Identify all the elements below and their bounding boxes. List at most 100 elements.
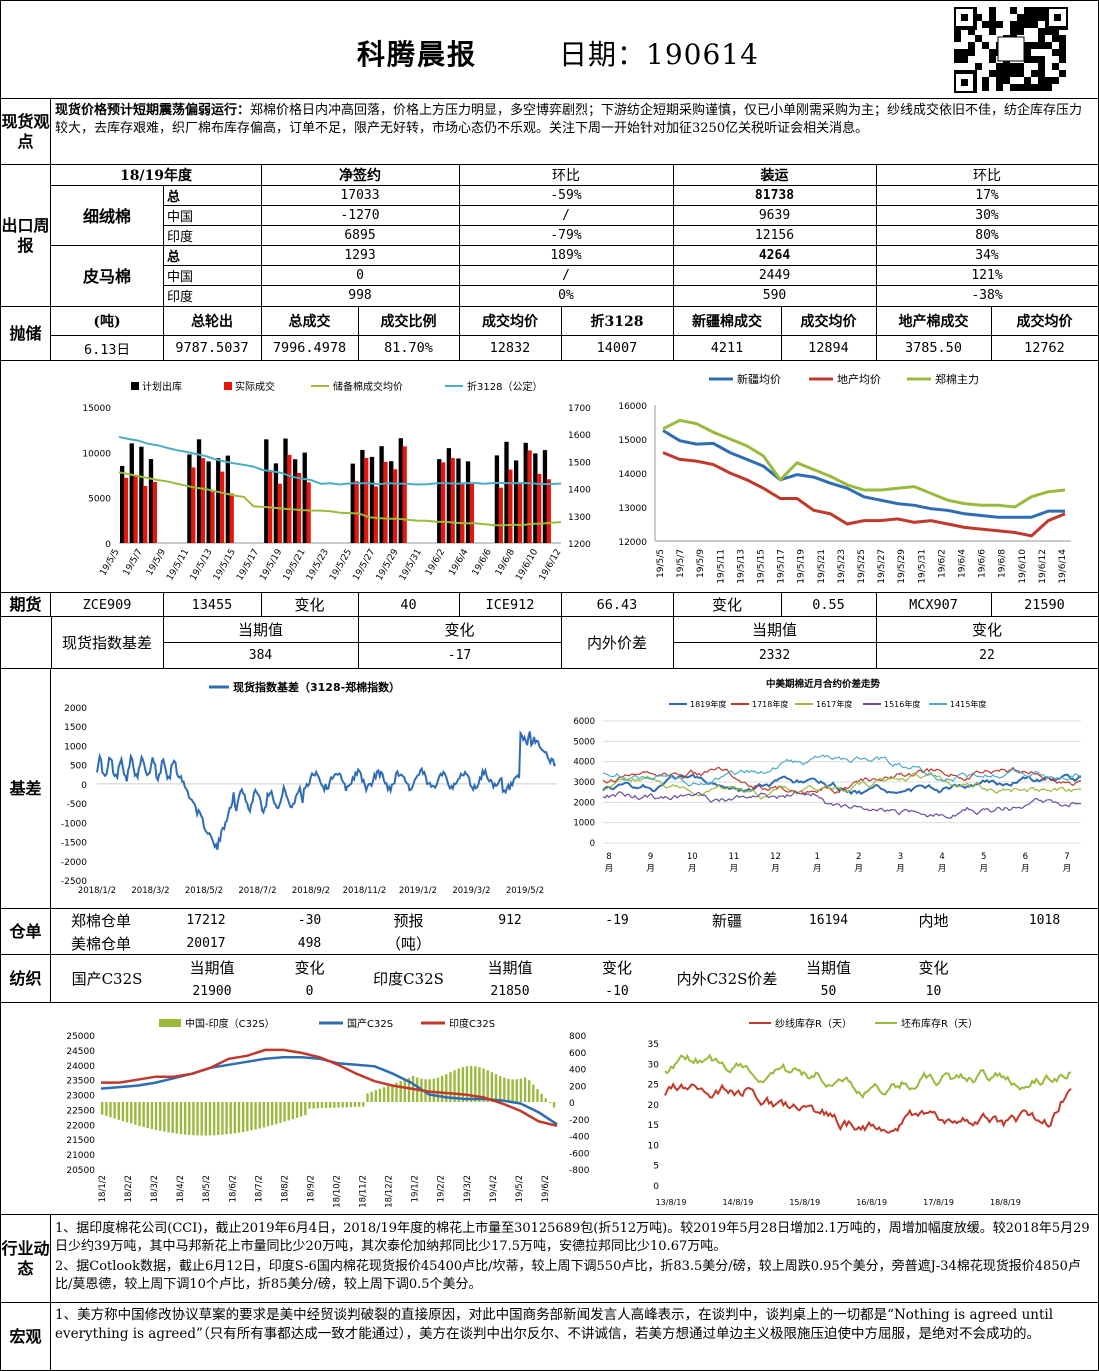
diff-bar [490,1072,494,1102]
diff-bar [196,1102,199,1136]
plan-bar [456,458,461,543]
y-tick: 35 [648,1040,659,1050]
x-unit: 月 [813,864,822,874]
diff-bar [229,1102,232,1134]
grid-line [261,307,262,360]
diff-bar [146,1102,149,1129]
deal-bar [296,473,302,543]
deal-bar [373,486,378,543]
chg-header: 变化 [294,958,325,977]
deal-bar [537,474,542,543]
legend-swatch [131,382,139,390]
export-year: 18/19年度 [119,168,193,184]
deal-bar [277,483,282,543]
grid-line [991,593,992,616]
auction-value: 14007 [596,339,638,356]
diff-bar [192,1102,195,1136]
plan-bar [379,446,384,543]
y-tick: -500 [67,800,88,810]
export-ship: 2449 [758,267,791,283]
diff-bar [329,1102,332,1108]
export-mom2: -38% [971,287,1003,303]
plan-bar [206,461,211,543]
y-tick: 25 [648,1081,659,1091]
y-tick: -1000 [61,819,87,829]
x-tick: 2019/5/2 [506,886,544,896]
auction-value: 12894 [808,339,849,356]
legend-swatch [159,1019,181,1027]
grid-line [459,307,460,360]
y2-tick: -200 [569,1116,590,1126]
y-tick: 0 [81,781,87,791]
export-mom1: 189% [550,247,582,263]
legend-label: 计划出库 [142,380,182,393]
deal-bar [508,469,513,543]
futures-cell: 变化 [294,596,325,614]
deal-bar [469,482,475,543]
warehouse-cell: （吨） [385,934,431,953]
x-tick: 18/5/2 [202,1175,212,1202]
legend-label: 1819年度 [690,699,726,709]
y-tick: 13000 [618,504,647,514]
x-tick: 2019/3/2 [452,886,490,896]
y2-tick: 12000 [568,540,591,550]
auction-value: 3785.50 [905,339,962,356]
grid-line [561,307,562,360]
auction-value: 4211 [710,339,744,356]
deal-bar [287,454,292,543]
grid-line [51,185,1098,186]
x-tick: 12 [770,852,781,862]
plan-bar [494,455,500,543]
auction-header: 地产棉成交 [898,314,969,330]
warehouse-cell: 美棉仓单 [70,934,131,953]
deal-bar [498,487,503,543]
grid-line [163,205,1098,206]
export-sub: 中国 [167,269,194,285]
export-net: 17033 [340,187,380,203]
x-unit: 月 [1063,864,1072,874]
grid-line [459,165,460,306]
futures-cell: 变化 [711,596,742,614]
plan-bar [398,438,403,543]
diff-bar [324,1102,328,1109]
x-tick: 18/3/2 [150,1175,160,1202]
legend-label: 国产C32S [347,1017,393,1030]
diff-bar [486,1070,489,1102]
x-tick: 19/5/5 [656,549,666,578]
x-tick: 2018/1/2 [78,886,116,896]
chart-title: 中美期棉近月合约价差走势 [766,678,881,690]
grid-line [459,593,460,616]
plan-bar [273,463,279,543]
spread-line-4 [602,754,1082,787]
deal-bar [392,469,398,543]
legend-label: 折3128（公定） [467,380,542,393]
y-tick: 500 [70,762,87,772]
xinjiang-line [662,429,1065,519]
diff-bar [391,1084,394,1102]
auction-section: 抛储 (吨) 总轮出 总成交 成交比例 成交均价 折3128 新疆棉成交 成交均价 地产棉成交 成… [0,306,1099,360]
futures-label: 期货 [1,593,51,616]
diff-bar [432,1078,436,1102]
export-mom1: -79% [550,227,582,243]
export-mom1: -59% [550,187,582,203]
deal-bar [517,483,523,543]
diff-bar [548,1102,552,1103]
export-ship: 4264 [758,247,791,263]
export-net: 1293 [344,247,376,263]
deal-bar [123,477,129,543]
y-tick: 24500 [66,1047,95,1057]
x-tick: 14/8/19 [722,1198,753,1207]
yarn-inventory-line [664,1082,1072,1134]
deal-bar [229,493,234,543]
x-tick: 19/6/6 [471,547,494,577]
diff-bar [478,1067,481,1102]
inner-outer-label: 内外价差 [586,634,647,652]
spot-section: 现货观点 现货价格预计短期震荡偏弱运行：郑棉价格日内冲高回落，价格上方压力明显，… [0,98,1099,164]
plan-bar [446,448,452,543]
legend-label: 实际成交 [235,380,275,393]
y2-tick: -600 [569,1149,590,1159]
legend-label: 郑棉主力 [935,372,979,386]
futures-cell: ICE912 [485,596,535,613]
deal-bar [402,446,407,543]
grid-line [561,617,562,668]
